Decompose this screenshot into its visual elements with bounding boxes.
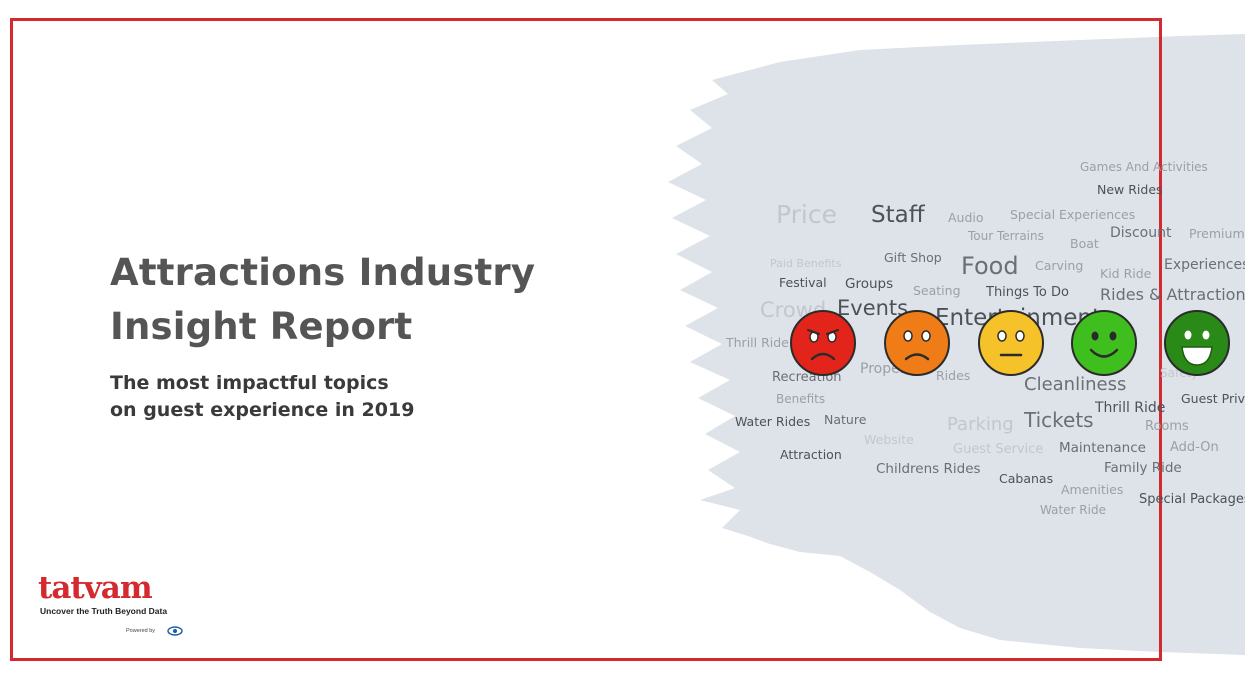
word-cloud-term: Attraction [780,447,842,462]
logo-tagline: Uncover the Truth Beyond Data [40,606,168,616]
word-cloud-term: Thrill Ride [726,335,789,350]
word-cloud-term: Childrens Rides [876,461,981,477]
word-cloud-term: Parking [947,414,1014,435]
word-cloud-term: Tickets [1024,408,1094,432]
laugh-face-icon [1164,310,1230,376]
logo-powered-by: Powered by [126,628,156,634]
word-cloud-term: Kid Ride [1100,266,1152,281]
word-cloud-term: Rides [936,368,971,383]
word-cloud-term: Paid Benefits [770,257,842,270]
word-cloud-term: Maintenance [1059,440,1146,456]
word-cloud-term: Price [776,200,837,229]
word-cloud-term: Nature [824,412,867,427]
red-frame [10,18,1162,661]
report-title-line-2: Insight Report [110,305,413,348]
word-cloud-term: Rooms [1145,419,1189,434]
word-cloud-term: Food [961,252,1019,280]
sad-face-icon [884,310,950,376]
word-cloud-term: Groups [845,276,894,292]
logo-wordmark: tatvam [38,570,153,606]
word-cloud-term: Guest Service [953,442,1044,457]
word-cloud-term: Staff [871,202,925,228]
smile-face-icon [1071,310,1137,376]
report-title-line-1: Attractions Industry [110,251,536,294]
word-cloud-term: Cleanliness [1024,374,1127,395]
word-cloud-term: Things To Do [986,285,1069,300]
word-cloud-term: Events [837,296,909,320]
word-cloud-term: Thrill Ride [1095,400,1166,416]
word-cloud-term: Benefits [776,392,826,406]
word-cloud-term: Guest Privileges [1181,391,1245,406]
word-cloud-term: Special Experiences [1010,207,1136,222]
word-cloud-term: Amenities [1061,482,1124,497]
word-cloud-term: New Rides [1097,182,1163,197]
neutral-face-icon [978,310,1044,376]
word-cloud-term: Website [864,432,914,447]
word-cloud-term: Experiences [1164,257,1245,273]
word-cloud-term: Audio [948,210,984,225]
word-cloud-term: Special Packages [1139,492,1245,507]
word-cloud-term: Water Rides [735,414,811,429]
word-cloud-term: Boat [1070,236,1099,251]
report-subtitle: The most impactful topics on guest exper… [110,370,414,424]
report-subtitle-line-2: on guest experience in 2019 [110,399,415,421]
tatvam-logo: tatvam Uncover the Truth Beyond Data Pow… [38,570,188,640]
word-cloud-term: Carving [1035,258,1084,273]
report-subtitle-line-1: The most impactful topics [110,372,389,394]
very-angry-face-icon [790,310,856,376]
word-cloud-term: Rides & Attractions [1100,285,1245,304]
word-cloud-term: Gift Shop [884,250,942,265]
word-cloud-term: Family Ride [1104,460,1182,476]
word-cloud-term: Add-On [1170,440,1219,455]
word-cloud-term: Premium [1189,226,1245,241]
word-cloud-term: Festival [779,275,827,290]
word-cloud-term: Discount [1110,225,1172,241]
word-cloud-term: Seating [913,283,961,298]
word-cloud-term: Games And Activities [1080,160,1208,174]
report-title: Attractions Industry Insight Report [110,246,535,354]
word-cloud-term: Tour Terrains [968,229,1044,243]
eye-logo-icon [167,626,183,636]
word-cloud-term: Cabanas [999,471,1054,486]
word-cloud-term: Water Ride [1040,503,1106,517]
